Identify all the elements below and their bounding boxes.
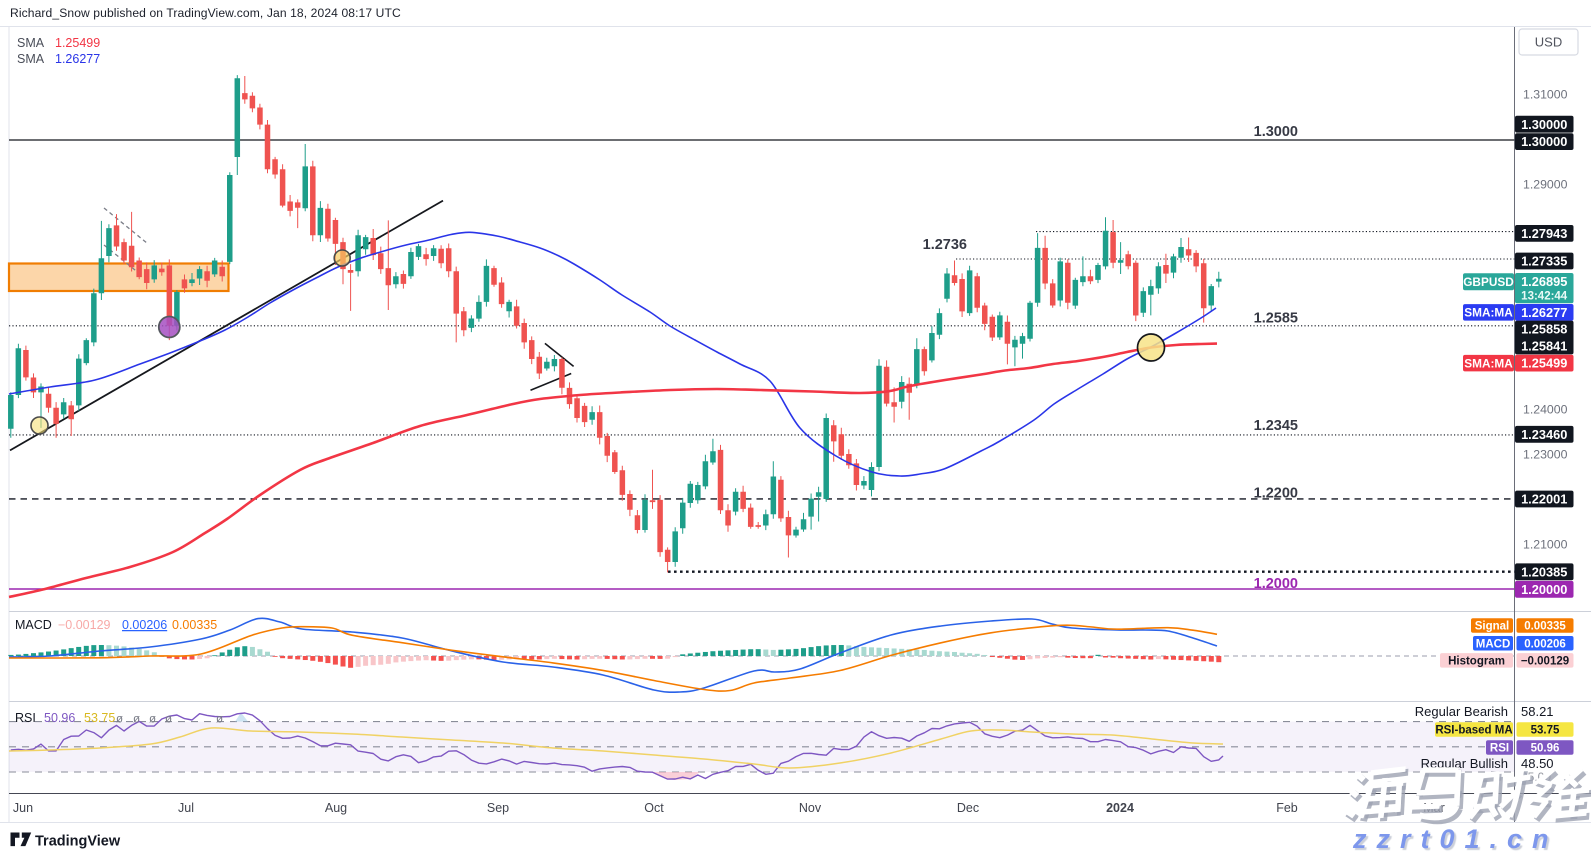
svg-text:Signal: Signal: [1475, 621, 1510, 633]
svg-text:Histogram: Histogram: [1448, 656, 1505, 668]
svg-text:53.75: 53.75: [84, 711, 115, 725]
svg-text:Aug: Aug: [325, 801, 347, 815]
svg-text:1.24000: 1.24000: [1523, 402, 1568, 416]
svg-text:Dec: Dec: [957, 801, 979, 815]
svg-text:13:42:44: 13:42:44: [1521, 291, 1568, 303]
svg-text:ø: ø: [116, 714, 123, 726]
svg-text:Jun: Jun: [13, 801, 33, 815]
svg-text:1.20000: 1.20000: [1521, 582, 1567, 597]
svg-text:Feb: Feb: [1276, 801, 1298, 815]
svg-text:1.23460: 1.23460: [1521, 427, 1567, 442]
svg-text:1.22001: 1.22001: [1521, 492, 1567, 507]
svg-text:1.2585: 1.2585: [1254, 311, 1298, 327]
svg-text:1.25499: 1.25499: [1521, 356, 1567, 371]
svg-text:1.2345: 1.2345: [1254, 418, 1298, 434]
svg-text:1.27335: 1.27335: [1521, 254, 1567, 269]
svg-text:1.2000: 1.2000: [1254, 576, 1298, 592]
svg-text:2024: 2024: [1106, 801, 1134, 815]
svg-text:SMA:MA: SMA:MA: [1464, 306, 1513, 320]
svg-text:RSI: RSI: [15, 711, 36, 725]
svg-text:1.25858: 1.25858: [1521, 322, 1567, 337]
svg-text:1.2200: 1.2200: [1254, 486, 1298, 502]
svg-text:SMA: SMA: [17, 36, 45, 50]
svg-text:0.00335: 0.00335: [172, 618, 217, 632]
svg-text:ø: ø: [133, 714, 140, 726]
svg-text:Sep: Sep: [487, 801, 509, 815]
svg-text:50.96: 50.96: [44, 711, 75, 725]
svg-text:ø: ø: [165, 714, 172, 726]
svg-text:1.25499: 1.25499: [55, 36, 100, 50]
svg-text:GBPUSD: GBPUSD: [1463, 275, 1514, 289]
svg-text:1.2736: 1.2736: [923, 237, 967, 253]
svg-text:ø: ø: [216, 714, 223, 726]
svg-text:1.29000: 1.29000: [1523, 177, 1568, 191]
svg-text:1.26895: 1.26895: [1521, 274, 1567, 289]
svg-text:1.21000: 1.21000: [1523, 537, 1568, 551]
svg-text:1.20385: 1.20385: [1521, 564, 1567, 579]
svg-text:48.50: 48.50: [1521, 756, 1554, 771]
svg-text:ø: ø: [149, 714, 156, 726]
svg-text:0.00206: 0.00206: [1524, 638, 1566, 650]
svg-text:1.26277: 1.26277: [1521, 305, 1567, 320]
svg-text:0.00206: 0.00206: [122, 618, 167, 632]
svg-text:USD: USD: [1535, 35, 1562, 50]
svg-text:−0.00129: −0.00129: [1521, 656, 1569, 668]
svg-text:RSI-based MA: RSI-based MA: [1435, 725, 1512, 737]
svg-text:Regular Bearish: Regular Bearish: [1415, 704, 1508, 719]
svg-text:MACD: MACD: [15, 618, 52, 632]
svg-text:1.3000: 1.3000: [1254, 124, 1298, 140]
svg-text:58.21: 58.21: [1521, 704, 1554, 719]
svg-text:Oct: Oct: [644, 801, 664, 815]
svg-text:Jul: Jul: [178, 801, 194, 815]
svg-text:−0.00129: −0.00129: [58, 618, 111, 632]
svg-text:1.23000: 1.23000: [1523, 447, 1568, 461]
svg-text:1.25841: 1.25841: [1521, 338, 1567, 353]
svg-text:50.96: 50.96: [1531, 743, 1560, 755]
svg-text:53.75: 53.75: [1531, 725, 1560, 737]
svg-text:0.00335: 0.00335: [1524, 621, 1566, 633]
svg-text:MACD: MACD: [1476, 638, 1511, 650]
svg-text:SMA:MA: SMA:MA: [1464, 356, 1513, 370]
svg-text:Nov: Nov: [799, 801, 822, 815]
svg-text:RSI: RSI: [1490, 743, 1509, 755]
svg-text:1.30000: 1.30000: [1521, 134, 1567, 149]
svg-text:1.26277: 1.26277: [55, 52, 100, 66]
svg-text:1.27943: 1.27943: [1521, 226, 1567, 241]
svg-text:1.31000: 1.31000: [1523, 87, 1568, 101]
svg-text:1.30000: 1.30000: [1521, 117, 1567, 132]
svg-text:TradingView: TradingView: [35, 834, 121, 850]
svg-text:SMA: SMA: [17, 52, 45, 66]
